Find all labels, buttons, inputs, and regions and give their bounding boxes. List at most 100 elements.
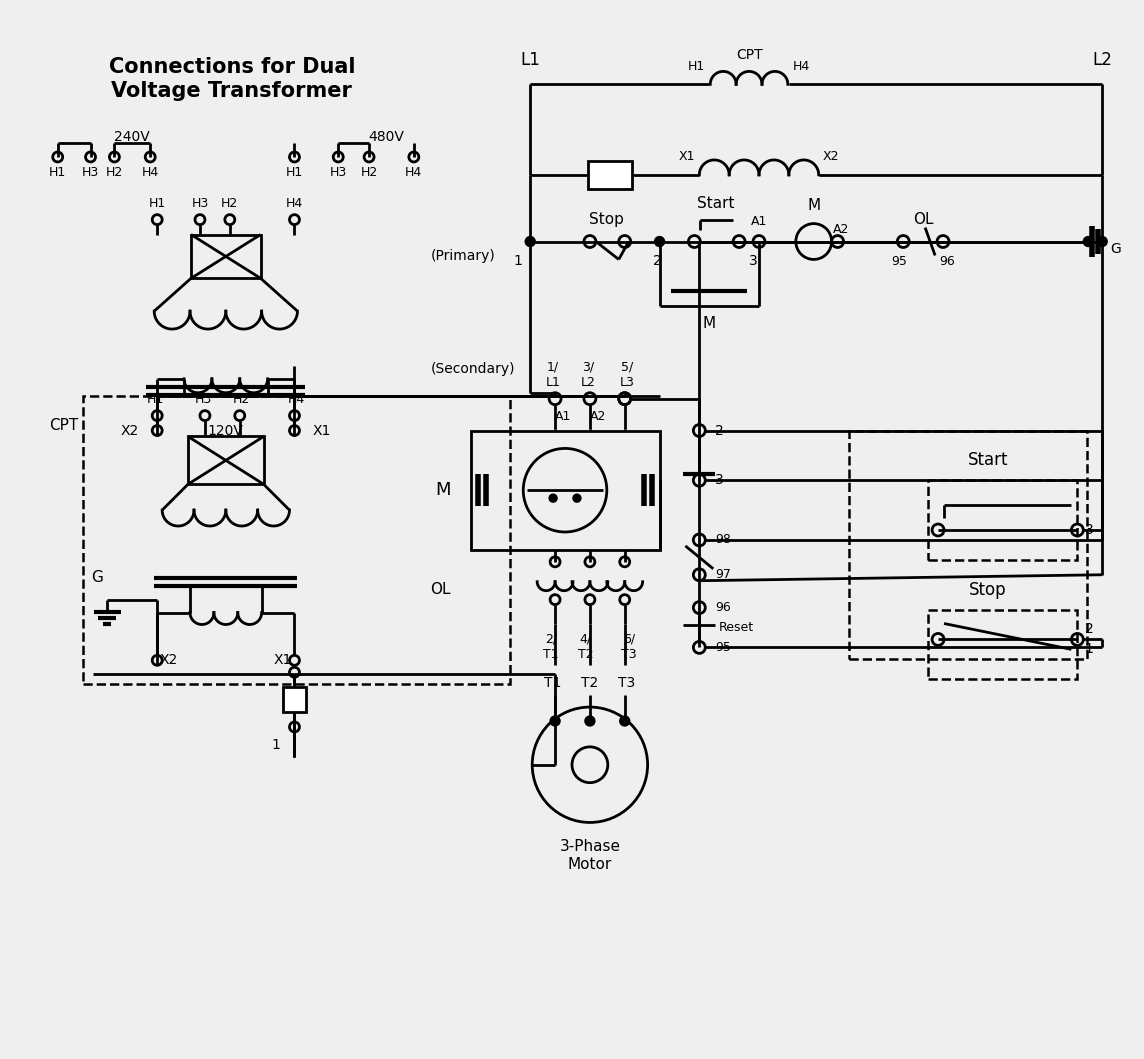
Text: A1: A1 — [750, 215, 768, 228]
Text: H1: H1 — [49, 166, 66, 179]
Text: L2: L2 — [580, 376, 595, 390]
Text: 3: 3 — [748, 254, 757, 268]
Text: A1: A1 — [555, 410, 571, 424]
Bar — [588, 161, 631, 189]
Bar — [849, 431, 1087, 660]
Text: G: G — [92, 570, 103, 586]
Text: H2: H2 — [105, 166, 124, 179]
Text: 3/: 3/ — [582, 360, 594, 374]
Text: M: M — [702, 316, 716, 330]
Circle shape — [1097, 236, 1107, 247]
Text: H1: H1 — [688, 60, 706, 73]
Text: (Primary): (Primary) — [431, 250, 495, 264]
Circle shape — [620, 716, 629, 726]
Text: H3: H3 — [329, 166, 347, 179]
Text: L3: L3 — [619, 376, 634, 390]
Bar — [470, 431, 660, 550]
Text: X2: X2 — [121, 424, 140, 437]
Text: X2: X2 — [160, 653, 178, 667]
Text: 2: 2 — [653, 254, 662, 268]
Text: 3: 3 — [1085, 523, 1094, 537]
Text: A2: A2 — [833, 223, 850, 236]
Text: H3: H3 — [82, 166, 100, 179]
Text: OL: OL — [430, 582, 451, 597]
Text: T3: T3 — [621, 648, 636, 661]
Text: A2: A2 — [589, 410, 606, 424]
Text: H2: H2 — [360, 166, 378, 179]
Text: T2: T2 — [578, 648, 594, 661]
Text: H3: H3 — [194, 393, 212, 407]
Text: X1: X1 — [273, 653, 292, 667]
Text: H3: H3 — [191, 197, 208, 211]
Text: G: G — [1110, 243, 1121, 256]
Text: H4: H4 — [793, 60, 810, 73]
Text: T1: T1 — [545, 677, 562, 690]
Text: L2: L2 — [1093, 52, 1112, 70]
Text: 240V: 240V — [114, 130, 150, 144]
Text: CPT: CPT — [49, 418, 79, 433]
Circle shape — [525, 236, 535, 247]
Text: Stop: Stop — [969, 580, 1007, 598]
Text: Reset: Reset — [720, 621, 754, 634]
Text: 4/: 4/ — [580, 633, 591, 646]
Text: 3: 3 — [715, 473, 724, 487]
Text: 6/: 6/ — [622, 633, 635, 646]
Text: X2: X2 — [823, 150, 840, 163]
Circle shape — [573, 495, 581, 502]
Bar — [283, 687, 307, 712]
Text: H2: H2 — [233, 393, 251, 407]
Circle shape — [549, 495, 557, 502]
Text: 95: 95 — [891, 255, 907, 268]
Bar — [928, 481, 1078, 560]
Bar — [191, 234, 261, 279]
Text: 2/: 2/ — [545, 633, 557, 646]
Text: Start: Start — [968, 451, 1008, 469]
Text: (Secondary): (Secondary) — [431, 362, 515, 376]
Text: T2: T2 — [581, 677, 598, 690]
Text: T1: T1 — [543, 648, 559, 661]
Text: 2: 2 — [715, 424, 724, 437]
Text: 120V: 120V — [208, 424, 244, 437]
Text: H2: H2 — [221, 197, 238, 211]
Bar — [188, 436, 263, 484]
Text: H4: H4 — [288, 393, 305, 407]
Text: Start: Start — [698, 196, 734, 211]
Text: H1: H1 — [149, 197, 166, 211]
Text: H4: H4 — [405, 166, 422, 179]
Text: 97: 97 — [715, 569, 731, 581]
Text: H4: H4 — [286, 197, 303, 211]
Text: X1: X1 — [312, 424, 331, 437]
Text: 95: 95 — [715, 641, 731, 653]
Text: 96: 96 — [715, 602, 731, 614]
Circle shape — [1083, 236, 1094, 247]
Text: H1: H1 — [286, 166, 303, 179]
Text: Motor: Motor — [567, 857, 612, 872]
Text: L1: L1 — [546, 376, 561, 390]
Text: 1/: 1/ — [547, 360, 559, 374]
Text: Connections for Dual
Voltage Transformer: Connections for Dual Voltage Transformer — [109, 57, 355, 101]
Text: M: M — [808, 198, 820, 213]
Circle shape — [550, 716, 561, 726]
Text: H4: H4 — [142, 166, 159, 179]
Bar — [82, 396, 510, 684]
Text: 1: 1 — [514, 254, 523, 268]
Text: 1: 1 — [1085, 643, 1094, 657]
Text: 98: 98 — [715, 534, 731, 546]
Text: 2: 2 — [1085, 623, 1094, 636]
Text: 5/: 5/ — [620, 360, 633, 374]
Text: M: M — [435, 481, 451, 499]
Text: T3: T3 — [618, 677, 635, 690]
Bar — [928, 610, 1078, 679]
Text: 1: 1 — [271, 738, 280, 752]
Text: 480V: 480V — [368, 130, 404, 144]
Text: L1: L1 — [521, 52, 540, 70]
Text: Stop: Stop — [589, 212, 625, 227]
Circle shape — [585, 716, 595, 726]
Text: 96: 96 — [939, 255, 955, 268]
Text: H1: H1 — [146, 393, 164, 407]
Text: X1: X1 — [678, 150, 696, 163]
Text: OL: OL — [913, 212, 934, 227]
Circle shape — [654, 236, 665, 247]
Text: 3-Phase: 3-Phase — [559, 839, 620, 854]
Text: CPT: CPT — [736, 48, 762, 61]
